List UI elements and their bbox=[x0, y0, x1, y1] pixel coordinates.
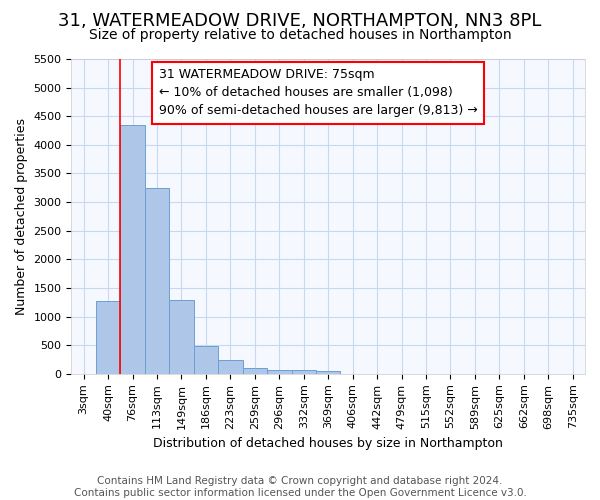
Bar bbox=[96, 300, 121, 374]
Bar bbox=[121, 125, 145, 374]
Bar bbox=[292, 370, 316, 374]
Text: Contains HM Land Registry data © Crown copyright and database right 2024.
Contai: Contains HM Land Registry data © Crown c… bbox=[74, 476, 526, 498]
Bar bbox=[145, 188, 169, 374]
X-axis label: Distribution of detached houses by size in Northampton: Distribution of detached houses by size … bbox=[153, 437, 503, 450]
Y-axis label: Number of detached properties: Number of detached properties bbox=[15, 118, 28, 315]
Bar bbox=[267, 370, 292, 374]
Bar bbox=[169, 300, 194, 374]
Bar bbox=[194, 346, 218, 374]
Bar bbox=[316, 370, 340, 374]
Text: 31, WATERMEADOW DRIVE, NORTHAMPTON, NN3 8PL: 31, WATERMEADOW DRIVE, NORTHAMPTON, NN3 … bbox=[58, 12, 542, 30]
Text: Size of property relative to detached houses in Northampton: Size of property relative to detached ho… bbox=[89, 28, 511, 42]
Bar bbox=[242, 368, 267, 374]
Text: 31 WATERMEADOW DRIVE: 75sqm
← 10% of detached houses are smaller (1,098)
90% of : 31 WATERMEADOW DRIVE: 75sqm ← 10% of det… bbox=[159, 68, 478, 117]
Bar bbox=[218, 360, 242, 374]
